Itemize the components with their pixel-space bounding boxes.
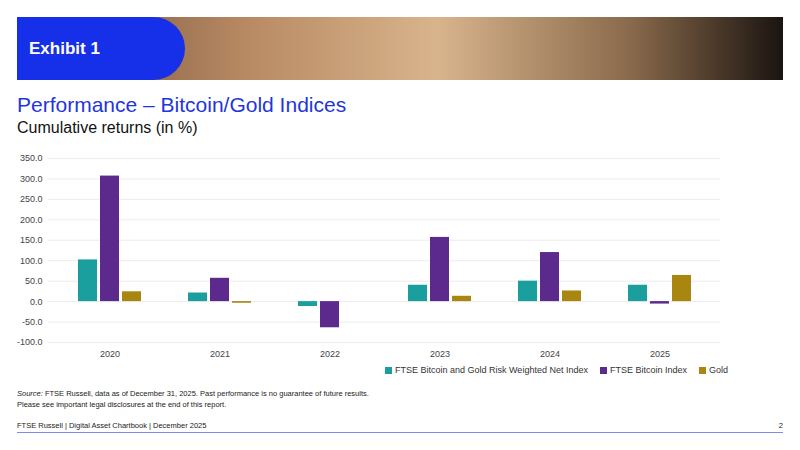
svg-text:300.0: 300.0: [20, 174, 43, 184]
svg-text:150.0: 150.0: [20, 235, 43, 245]
html-text:FTSE Russell | Digital Asset C: FTSE Russell | Digital Asset Chartbook |…: [17, 421, 207, 430]
html-text:Performance – Bitcoin/Gold Ind: Performance – Bitcoin/Gold Indices: [17, 93, 347, 116]
html-text:Cumulative returns (in %): Cumulative returns (in %): [17, 119, 198, 136]
svg-text:350.0: 350.0: [20, 153, 43, 163]
html-text:Gold: Gold: [709, 365, 728, 375]
svg-text:2021: 2021: [210, 349, 230, 359]
svg-text:50.0: 50.0: [25, 276, 43, 286]
html-text:Source: FTSE Russell, data as: Source: FTSE Russell, data as of Decembe…: [17, 389, 369, 398]
svg-text:2025: 2025: [650, 349, 670, 359]
svg-text:200.0: 200.0: [20, 215, 43, 225]
html-text:Exhibit 1: Exhibit 1: [29, 39, 100, 58]
svg-text:100.0: 100.0: [20, 256, 43, 266]
html-text:2: 2: [778, 421, 783, 430]
svg-text:2022: 2022: [320, 349, 340, 359]
svg-text:0.0: 0.0: [30, 296, 43, 306]
html-text:Please see important legal dis: Please see important legal disclosures a…: [17, 400, 227, 409]
svg-text:2020: 2020: [100, 349, 120, 359]
html-text:FTSE Bitcoin and Gold Risk Wei: FTSE Bitcoin and Gold Risk Weighted Net …: [395, 365, 588, 375]
html-text:FTSE Bitcoin Index: FTSE Bitcoin Index: [609, 365, 687, 375]
svg-text:250.0: 250.0: [20, 194, 43, 204]
svg-text:2023: 2023: [430, 349, 450, 359]
svg-text:2024: 2024: [540, 349, 560, 359]
svg-text:-100.0: -100.0: [17, 337, 43, 347]
svg-text:-50.0: -50.0: [22, 317, 43, 327]
